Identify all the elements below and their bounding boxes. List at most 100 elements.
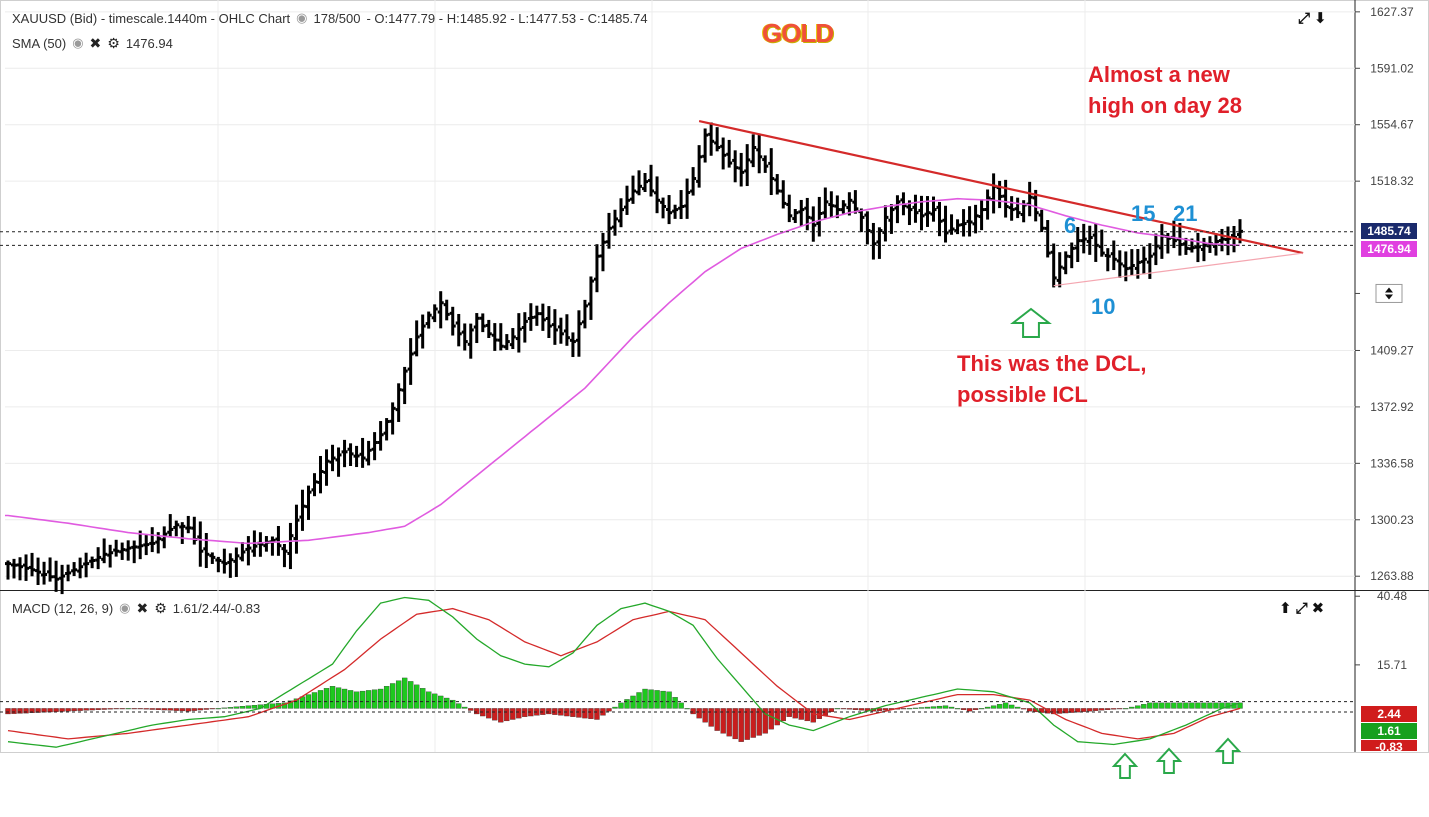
macd-hist-bar — [816, 708, 822, 719]
macd-hist-bar — [401, 677, 408, 709]
macd-hist-bar — [161, 708, 167, 711]
ohlc-bar — [996, 180, 1003, 209]
ohlc-bar — [587, 276, 594, 320]
macd-hist-bar — [900, 708, 907, 710]
scroll-handle-icon[interactable] — [1375, 283, 1403, 303]
macd-hist-bar — [1195, 702, 1201, 709]
macd-hist-bar — [912, 707, 919, 709]
ohlc-bar — [377, 421, 384, 451]
ohlc-bar — [948, 214, 955, 235]
macd-hist-bar — [708, 708, 714, 727]
ohlc-bar — [173, 520, 180, 537]
macd-hist-bar — [83, 708, 89, 711]
ohlc-bar — [563, 314, 570, 346]
ohlc-bar — [1152, 233, 1159, 266]
macd-hist-bar — [1002, 702, 1009, 709]
macd-remove-icon[interactable]: ✖ — [1311, 600, 1329, 617]
price-tick-label-3: 1518.32 — [1370, 174, 1414, 188]
ohlc-bar — [666, 195, 673, 225]
ohlc-bar — [341, 439, 348, 468]
ohlc-bar — [840, 200, 847, 214]
ohlc-bar — [786, 194, 793, 223]
macd-hist-bar — [149, 708, 155, 710]
move-up-icon[interactable]: ⬆ — [1279, 600, 1296, 617]
macd-hist-bar — [774, 708, 780, 726]
ohlc-bar — [335, 447, 342, 477]
ohlc-bar — [642, 173, 649, 193]
ohlc-bars — [5, 122, 1243, 595]
ohlc-bar — [449, 306, 456, 336]
ohlc-bar — [954, 219, 961, 235]
macd-eye-icon[interactable]: ◉ — [119, 600, 131, 615]
macd-hist-bar — [510, 708, 516, 720]
macd-hist-bar — [906, 708, 913, 710]
macd-hist-bar — [29, 708, 35, 714]
ohlc-bar — [23, 554, 30, 581]
ohlc-bar — [690, 167, 697, 196]
macd-hist-bar — [233, 706, 240, 709]
ohlc-bar — [527, 303, 534, 331]
ohlc-bar — [780, 180, 787, 209]
ohlc-bar — [497, 323, 504, 351]
ohlc-bar — [161, 526, 168, 549]
sma-eye-icon[interactable]: ◉ — [72, 35, 84, 50]
macd-hist-bar — [341, 688, 348, 709]
macd-hist-bar — [329, 686, 336, 709]
macd-maximize-icon[interactable]: ⤢ — [1295, 600, 1312, 617]
ohlc-bar — [936, 201, 943, 237]
macd-hist-bar — [696, 708, 702, 719]
ohlc-bar — [1104, 248, 1111, 272]
macd-hist-bar — [834, 708, 841, 710]
ohlc-bar — [65, 564, 72, 582]
hist-price-label: -0.83 — [1361, 740, 1417, 751]
macd-hist-bar — [468, 708, 474, 711]
support-trendline — [1053, 252, 1304, 287]
macd-hist-bar — [1081, 708, 1087, 712]
ohlc-bar — [203, 533, 210, 569]
price-tick-label-0: 1627.37 — [1370, 5, 1414, 19]
ohlc-bar — [774, 174, 781, 195]
macd-hist-bar — [197, 708, 203, 711]
macd-hist-bar — [606, 708, 612, 712]
macd-hist-bar — [71, 708, 77, 712]
ohlc-bar — [425, 311, 432, 329]
ohlc-bar — [1038, 209, 1045, 233]
macd-hist-bar — [383, 686, 390, 709]
ohlc-bar — [509, 328, 516, 350]
note-high: Almost a new high on day 28 — [1088, 59, 1242, 121]
macd-hist-bar — [960, 708, 967, 710]
ohlc-bar — [636, 170, 643, 196]
ohlc-bar — [617, 198, 624, 228]
ohlc-bar — [557, 317, 564, 344]
ohlc-bar — [912, 194, 919, 223]
macd-hist-bar — [245, 705, 252, 709]
sma-close-icon[interactable]: ✖ — [89, 35, 102, 51]
macd-hist-bar — [239, 706, 246, 709]
ohlc-bar — [413, 320, 420, 357]
ohlc-bar — [581, 299, 588, 329]
ohlc-bar — [624, 185, 631, 215]
ohlc-bar — [245, 536, 252, 566]
ohlc-bar — [978, 198, 985, 231]
price-tick-label-6: 1336.58 — [1370, 456, 1414, 470]
sma-settings-icon[interactable]: ⚙ — [107, 35, 120, 51]
ohlc-bar — [852, 190, 859, 214]
macd-hist-bar — [179, 708, 185, 712]
macd-settings-icon[interactable]: ⚙ — [154, 600, 167, 616]
ohlc-bar — [960, 209, 967, 237]
macd-hist-bar — [1105, 708, 1111, 710]
macd-hist-bar — [359, 690, 366, 709]
ohlc-bar — [870, 222, 877, 260]
ohlc-bar — [11, 558, 18, 579]
download-icon[interactable]: ⬇ — [1314, 10, 1331, 27]
macd-close-icon[interactable]: ✖ — [136, 600, 149, 616]
ohlc-bar — [654, 176, 661, 214]
ohlc-bar — [876, 227, 883, 259]
macd-hist-bar — [1165, 702, 1171, 709]
ohlc-bar — [1182, 237, 1189, 255]
ohlc-bar — [894, 195, 901, 224]
eye-icon[interactable]: ◉ — [296, 10, 308, 25]
maximize-icon[interactable]: ⤢ — [1298, 10, 1315, 27]
macd-hist-bar — [750, 708, 756, 738]
